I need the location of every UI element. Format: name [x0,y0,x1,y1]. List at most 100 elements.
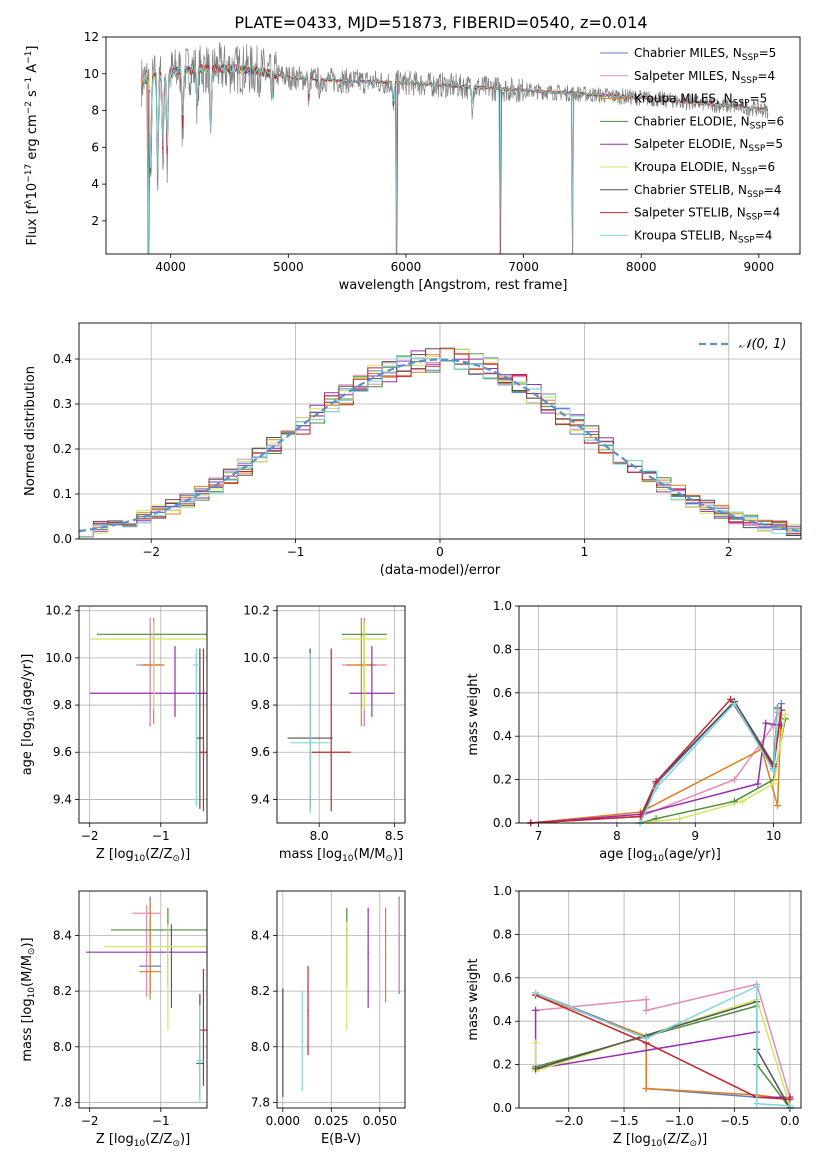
y-tick-label: 6 [91,140,99,154]
x-axis-label-part: ⊙ [172,854,180,864]
weight-line [639,700,779,823]
x-axis-label-part: ⊙ [385,854,393,864]
data-point [167,945,169,948]
legend-sub: SSP [741,167,758,177]
data-point [145,912,148,915]
weight-marker [762,719,770,727]
y-tick-label: 0.6 [493,971,512,985]
y-tick-label: 9.4 [53,792,72,806]
legend-entry: Kroupa ELODIE, NSSP=6 [634,160,775,177]
y-tick-label: 0.6 [493,686,512,700]
weight-marker [532,989,540,997]
x-axis-label-part: )] [393,847,403,862]
y-tick-label: 7.8 [53,1095,72,1109]
y-tick-label: 10.0 [45,651,72,665]
y-axis-label: mass weight [466,673,481,755]
x-axis-label-part: (Z/Z [145,1132,172,1147]
legend-sub: SSP [748,144,765,154]
x-tick-label: 5000 [273,260,304,274]
legend-sub: SSP [738,235,755,245]
legend-entry: Salpeter MILES, NSSP=4 [634,69,775,86]
y-tick-label: 10 [84,67,99,81]
x-axis-label: E(B-V) [321,1132,361,1147]
x-tick-label: −1.5 [609,1114,638,1128]
legend-sub: SSP [747,190,764,200]
model-spectrum [143,63,768,254]
y-axis-label-part: (M/M [20,955,35,987]
legend-entry: 𝒩(0, 1) [739,337,786,352]
data-point [149,970,151,973]
x-axis-label-part: Z [log [613,1132,651,1147]
figure-title: PLATE=0433, MJD=51873, FIBERID=0540, z=0… [234,13,647,32]
y-axis-label-part: (age/yr)] [20,654,35,711]
y-axis-label-part: −2 [24,101,34,114]
weight-marker [642,1035,650,1043]
residual-histogram [79,356,801,538]
legend-tail: =5 [759,46,777,60]
y-tick-label: 10.0 [243,651,270,665]
x-tick-label: −2 [81,829,99,843]
legend-entry: Salpeter ELODIE, NSSP=5 [634,137,783,154]
x-axis-label-part: (Z/Z [662,1132,689,1147]
weight-marker [777,700,785,708]
weight-line [530,711,782,823]
x-tick-label: −1 [287,545,305,559]
data-point [346,945,348,948]
weight-line [535,985,790,1107]
data-point [360,664,363,666]
legend-label: Chabrier MILES, N [634,46,742,60]
legend-label: Chabrier ELODIE, N [634,114,750,128]
weight-marker [642,1006,650,1014]
y-axis-label-part: 10 [25,183,40,200]
data-point [152,638,155,640]
weight-marker [753,982,761,990]
x-axis-label-part: Z [log [96,847,134,862]
x-tick-label: 0.0 [780,1114,799,1128]
y-axis-label-part: erg cm [25,114,40,163]
x-axis-label-part: ⊙ [689,1139,697,1149]
legend-tail: =6 [757,160,775,174]
weight-marker [532,1065,540,1073]
model-spectrum [143,63,768,254]
legend-sub: SSP [750,121,767,131]
x-axis-label-part: 10 [342,854,354,864]
y-tick-label: 0.8 [493,927,512,941]
weight-marker [781,711,789,718]
x-axis-label-part: mass [log [279,847,342,862]
data-point [199,737,201,739]
data-point [174,692,176,695]
legend-label: Kroupa STELIB, N [634,228,738,242]
legend-sub: SSP [742,53,759,63]
legend-tail: =4 [757,69,775,83]
legend-entry: Chabrier STELIB, NSSP=4 [634,183,782,200]
legend-sub: SSP [746,213,763,223]
y-axis-label-part: λ [24,199,34,205]
data-point [309,742,311,744]
x-axis-label-part: Z [log [96,1132,134,1147]
legend-tail: =4 [763,206,781,220]
x-tick-label: 1 [581,545,589,559]
weight-line [535,994,790,1101]
y-tick-label: 4 [91,177,99,191]
y-axis-label: mass [log10(M/M⊙)] [20,937,37,1061]
y-tick-label: 0.2 [493,1058,512,1072]
x-axis-label-part: age [log [599,847,652,862]
residual-histogram [79,348,801,538]
y-axis-label-part: 10 [27,987,37,999]
x-axis-label-part: 10 [134,1139,146,1149]
legend-entry: Salpeter STELIB, NSSP=4 [634,206,780,223]
y-tick-label: 0.8 [493,642,512,656]
y-tick-label: 0.1 [53,487,72,501]
y-axis-label-part: −1 [24,77,34,90]
y-tick-label: 8.4 [53,929,72,943]
x-axis-label-part: ⊙ [172,1139,180,1149]
x-tick-label: −2.0 [554,1114,583,1128]
data-point [195,664,198,666]
data-point [307,1009,309,1012]
mass_weight_vs_age-frame [518,605,802,824]
data-point [170,951,173,954]
x-axis-label: Z [log10(Z/Z⊙)] [96,1132,190,1149]
y-axis-label-part: s [25,90,40,101]
y-axis-label-part: −1 [24,51,34,64]
